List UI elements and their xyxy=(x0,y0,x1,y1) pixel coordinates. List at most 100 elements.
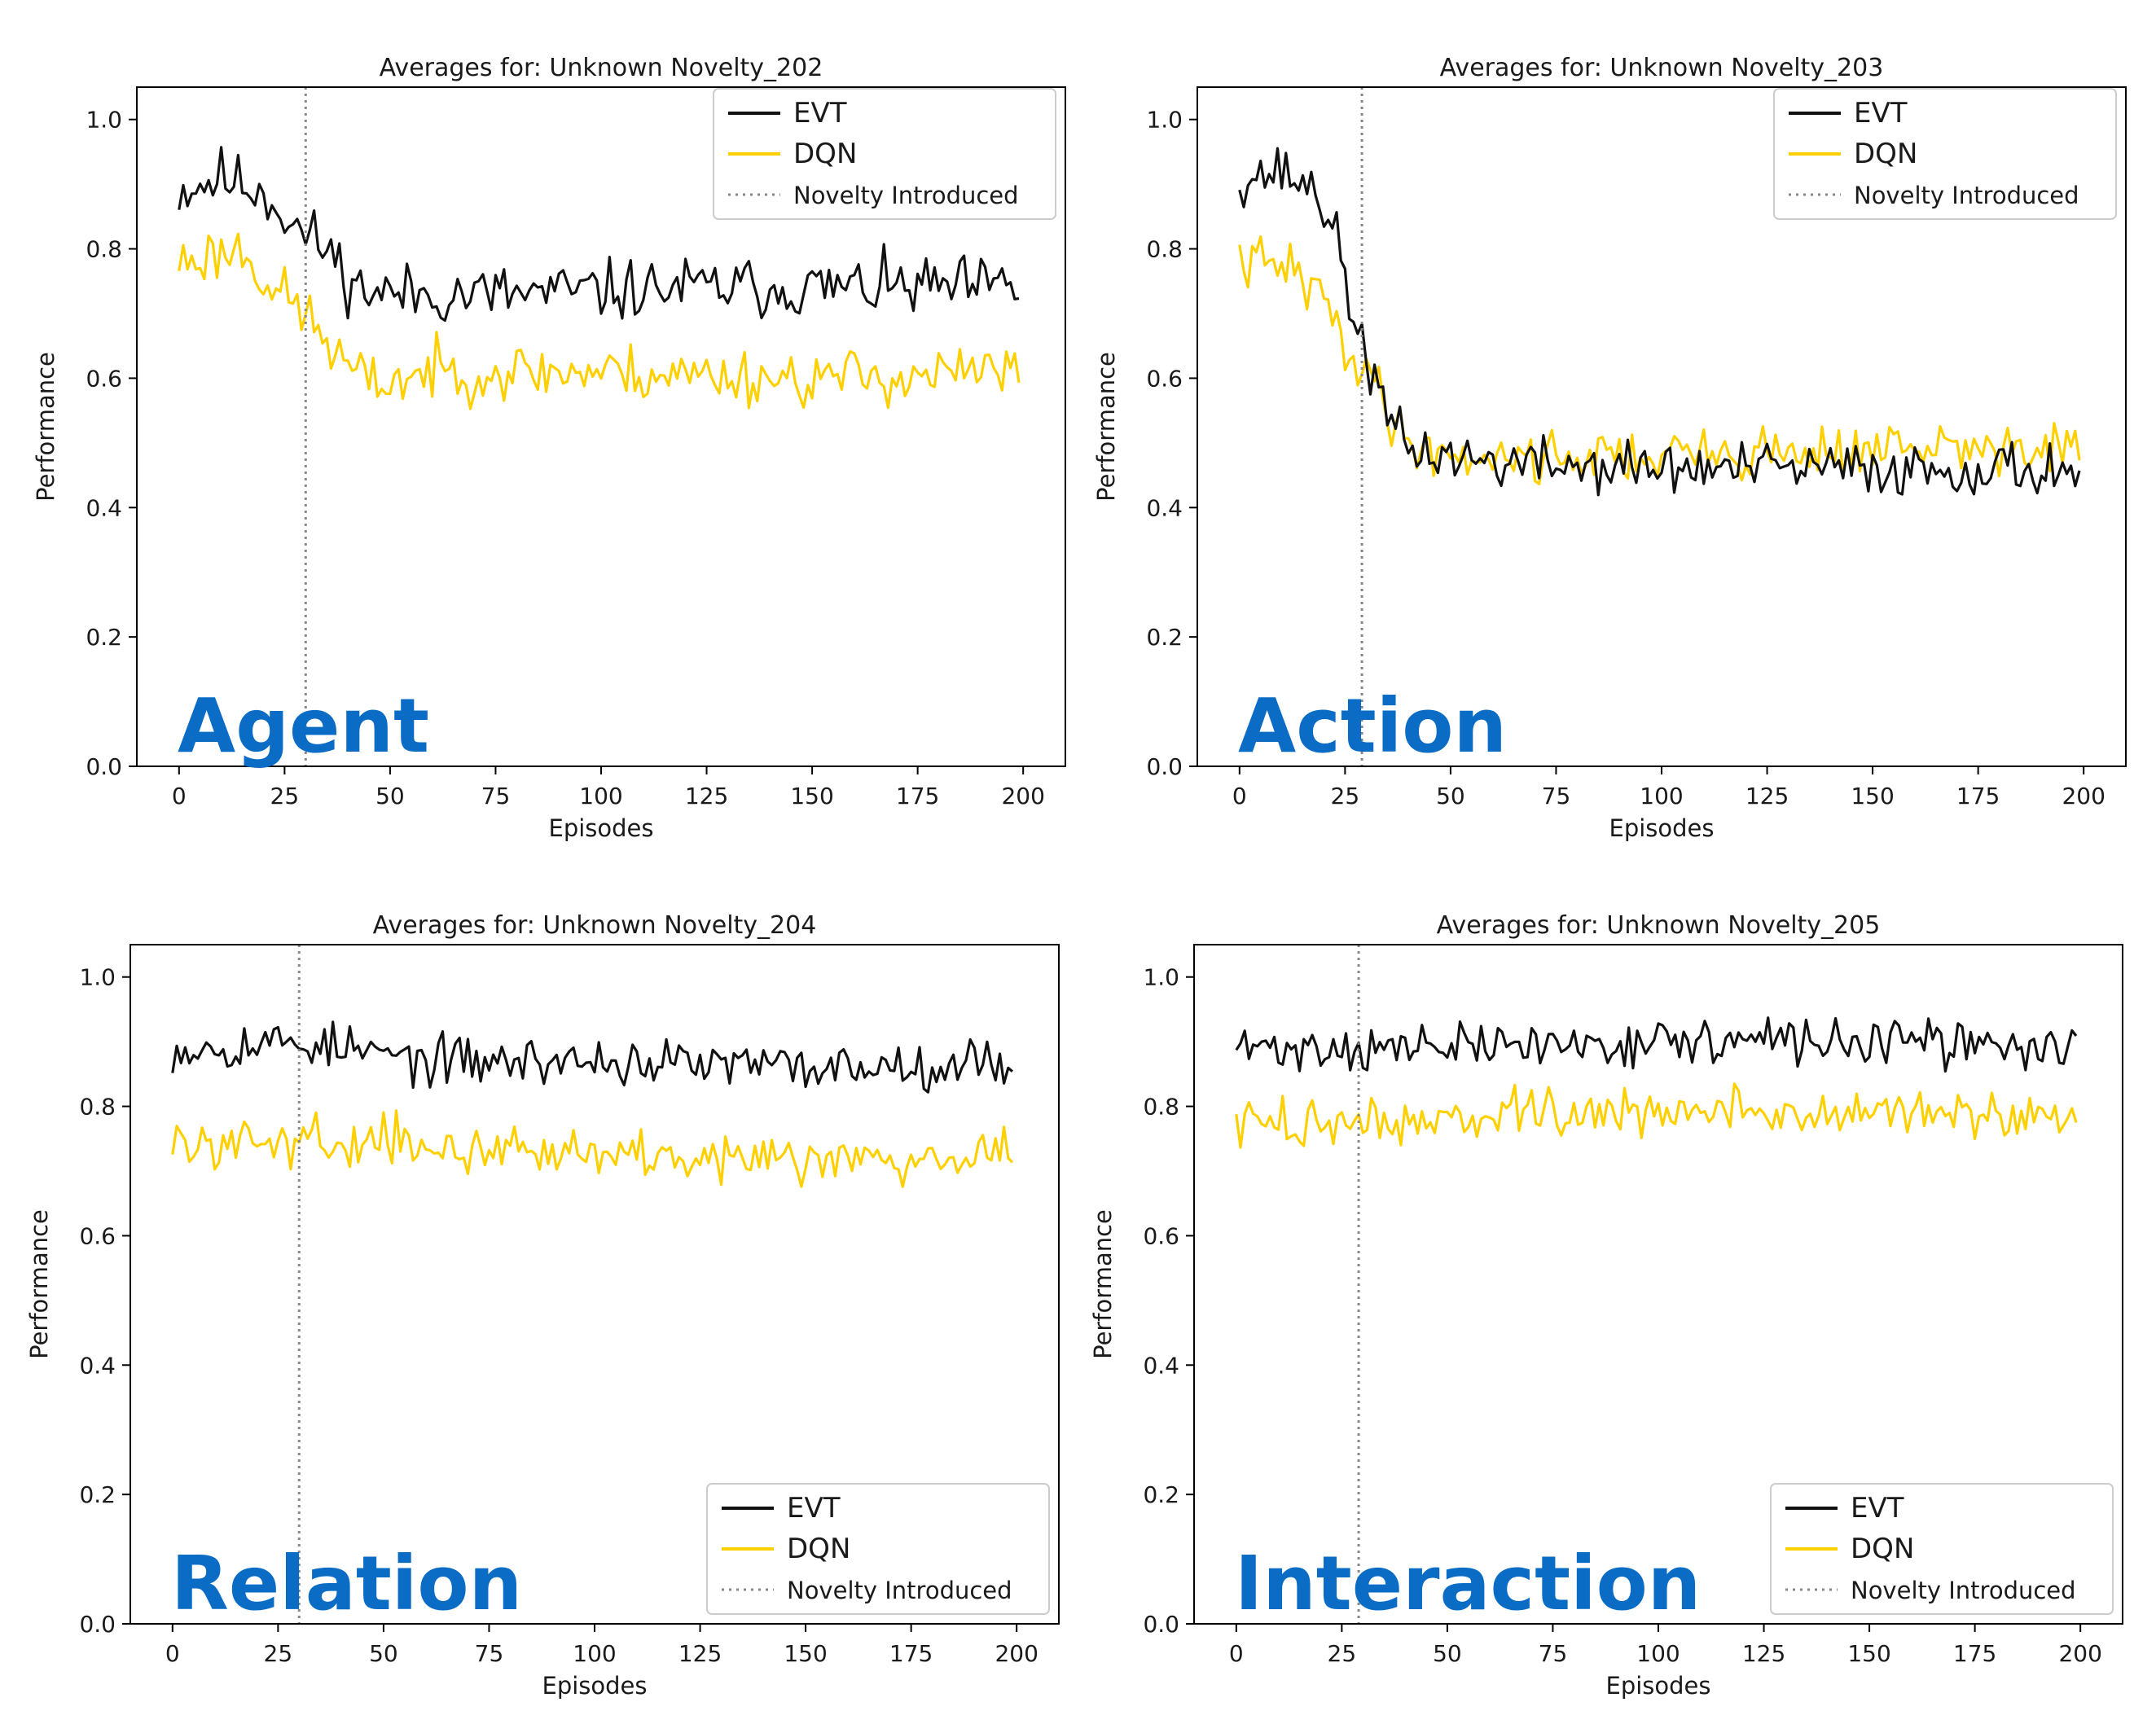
y-tick-label: 1.0 xyxy=(1143,964,1179,991)
x-tick-label: 25 xyxy=(264,1640,293,1667)
x-tick-label: 75 xyxy=(1539,1640,1568,1667)
chart-panel-2: Averages for: Unknown Novelty_203 0 25 50 75… xyxy=(1092,54,2127,842)
x-tick-label: 125 xyxy=(678,1640,722,1667)
y-tick-label: 0.8 xyxy=(86,236,122,263)
category-label: Relation xyxy=(171,1540,522,1627)
plot-frame xyxy=(1197,86,2127,767)
y-tick-label: 0.6 xyxy=(79,1222,116,1249)
series-line-dqn xyxy=(1235,1082,2078,1149)
x-tick-label: 100 xyxy=(1636,1640,1680,1667)
x-tick-label: 0 xyxy=(165,1640,180,1667)
y-tick-label: 0.8 xyxy=(79,1094,116,1121)
legend-label-dqn: DQN xyxy=(1854,138,1917,170)
x-tick-label: 25 xyxy=(270,783,300,809)
y-tick-label: 0.2 xyxy=(1146,624,1183,651)
y-axis-label: Performance xyxy=(32,352,59,502)
x-tick-label: 50 xyxy=(375,783,405,809)
x-tick-label: 75 xyxy=(1542,783,1571,809)
x-tick-label: 150 xyxy=(1847,1640,1890,1667)
y-axis-label: Performance xyxy=(1092,352,1120,502)
x-tick-label: 50 xyxy=(369,1640,398,1667)
panels: Averages for: Unknown Novelty_202 0 25 50 75… xyxy=(25,54,2127,1700)
x-tick-label: 100 xyxy=(579,783,622,809)
legend-label-evt: EVT xyxy=(793,97,847,129)
y-tick-label: 0.6 xyxy=(1146,365,1183,392)
category-label: Interaction xyxy=(1235,1540,1701,1627)
plot-frame xyxy=(1193,944,2123,1625)
y-tick-label: 1.0 xyxy=(86,107,122,134)
series-line-dqn xyxy=(178,232,1021,410)
category-label: Agent xyxy=(178,682,429,770)
x-tick-label: 150 xyxy=(784,1640,827,1667)
chart-title: Averages for: Unknown Novelty_202 xyxy=(380,54,823,82)
legend-label-novelty: Novelty Introduced xyxy=(1851,1577,2076,1604)
y-tick-label: 0.0 xyxy=(86,753,122,780)
x-tick-label: 50 xyxy=(1436,783,1465,809)
chart-panel-4: Averages for: Unknown Novelty_205 0 25 50 75… xyxy=(1089,911,2123,1700)
y-tick-label: 0.2 xyxy=(86,624,122,651)
x-tick-label: 150 xyxy=(790,783,833,809)
chart-title: Averages for: Unknown Novelty_204 xyxy=(373,911,817,940)
x-axis-label: Episodes xyxy=(542,1672,648,1700)
y-tick-label: 0.4 xyxy=(1146,494,1183,521)
y-tick-label: 0.4 xyxy=(1143,1352,1179,1379)
x-axis-label: Episodes xyxy=(1606,1672,1711,1700)
x-tick-label: 200 xyxy=(1001,783,1044,809)
chart-title: Averages for: Unknown Novelty_205 xyxy=(1437,911,1881,940)
x-axis-label: Episodes xyxy=(549,814,654,842)
y-tick-label: 0.0 xyxy=(1146,753,1183,780)
chart-panel-1: Averages for: Unknown Novelty_202 0 25 50 75… xyxy=(32,54,1066,842)
legend-box xyxy=(1770,1483,2114,1615)
x-tick-label: 0 xyxy=(172,783,187,809)
x-tick-label: 125 xyxy=(1745,783,1789,809)
x-tick-label: 50 xyxy=(1433,1640,1462,1667)
x-tick-label: 125 xyxy=(1742,1640,1785,1667)
legend: EVT DQN Novelty Introduced xyxy=(713,88,1056,220)
x-tick-label: 75 xyxy=(481,783,511,809)
series-line-evt xyxy=(178,146,1020,322)
legend-label-dqn: DQN xyxy=(1851,1533,1914,1565)
chart-panel-3: Averages for: Unknown Novelty_204 0 25 50 75… xyxy=(25,911,1060,1700)
legend-label-evt: EVT xyxy=(787,1492,841,1524)
legend-box xyxy=(706,1483,1050,1615)
legend-box xyxy=(713,88,1056,220)
y-tick-label: 1.0 xyxy=(1146,107,1183,134)
category-label: Action xyxy=(1238,682,1507,770)
legend-label-dqn: DQN xyxy=(787,1533,850,1565)
x-tick-label: 175 xyxy=(896,783,939,809)
legend-box xyxy=(1773,88,2117,220)
x-tick-label: 25 xyxy=(1331,783,1360,809)
y-tick-label: 0.0 xyxy=(79,1611,116,1638)
legend: EVT DQN Novelty Introduced xyxy=(706,1483,1050,1615)
series-line-evt xyxy=(171,1020,1014,1094)
series-line-dqn xyxy=(171,1109,1014,1188)
y-tick-label: 0.4 xyxy=(86,494,122,521)
y-tick-label: 0.8 xyxy=(1146,236,1183,263)
legend-label-novelty: Novelty Introduced xyxy=(793,182,1019,209)
x-tick-label: 200 xyxy=(2062,783,2105,809)
x-tick-label: 25 xyxy=(1328,1640,1357,1667)
x-tick-label: 125 xyxy=(685,783,728,809)
plot-frame xyxy=(136,86,1066,767)
legend: EVT DQN Novelty Introduced xyxy=(1770,1483,2114,1615)
y-tick-label: 0.4 xyxy=(79,1352,116,1379)
legend: EVT DQN Novelty Introduced xyxy=(1773,88,2117,220)
y-tick-label: 0.0 xyxy=(1143,1611,1179,1638)
x-tick-label: 100 xyxy=(1640,783,1683,809)
chart-title: Averages for: Unknown Novelty_203 xyxy=(1440,54,1884,82)
x-tick-label: 175 xyxy=(1956,783,2000,809)
x-tick-label: 0 xyxy=(1229,1640,1244,1667)
legend-label-novelty: Novelty Introduced xyxy=(787,1577,1012,1604)
series-line-dqn xyxy=(1238,235,2081,485)
series-line-evt xyxy=(1235,1016,2078,1073)
x-tick-label: 175 xyxy=(1953,1640,1996,1667)
y-tick-label: 0.6 xyxy=(1143,1222,1179,1249)
legend-label-evt: EVT xyxy=(1854,97,1908,129)
y-axis-label: Performance xyxy=(1089,1209,1117,1359)
y-tick-label: 0.2 xyxy=(79,1481,116,1508)
plot-frame xyxy=(130,944,1060,1625)
y-axis-label: Performance xyxy=(25,1209,53,1359)
x-tick-label: 0 xyxy=(1232,783,1247,809)
